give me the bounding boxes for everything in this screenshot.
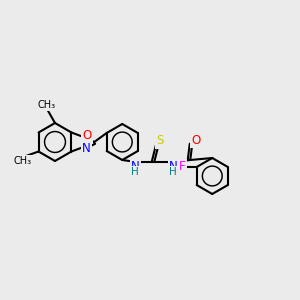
Text: H: H	[131, 167, 139, 177]
Text: CH₃: CH₃	[14, 155, 32, 166]
Text: O: O	[192, 134, 201, 146]
Text: N: N	[82, 142, 91, 155]
Text: N: N	[169, 160, 178, 173]
Text: H: H	[169, 167, 177, 177]
Text: F: F	[179, 160, 186, 173]
Text: O: O	[82, 129, 91, 142]
Text: S: S	[157, 134, 164, 148]
Text: N: N	[131, 160, 140, 173]
Text: CH₃: CH₃	[38, 100, 56, 110]
